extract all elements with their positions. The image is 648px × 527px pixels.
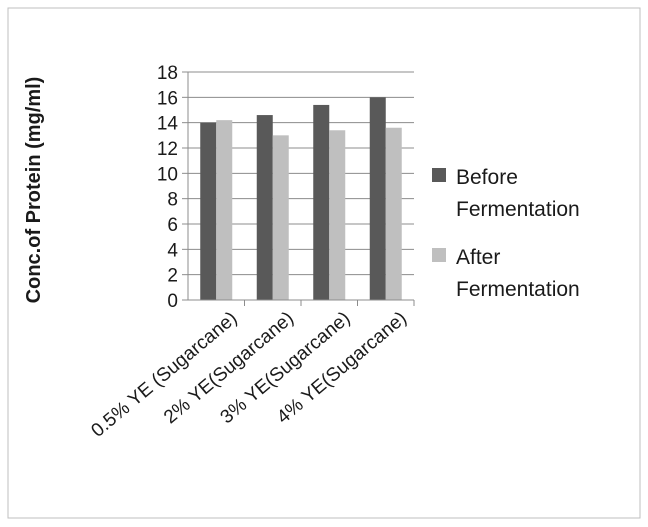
bar <box>313 105 329 300</box>
y-tick-label: 16 <box>157 88 178 109</box>
y-tick-label: 4 <box>167 240 178 261</box>
y-tick-label: 12 <box>157 139 178 160</box>
bar <box>216 120 232 300</box>
bar <box>386 128 402 300</box>
bar <box>200 123 216 300</box>
legend-label: Before <box>456 166 518 189</box>
bar <box>257 115 273 300</box>
bar <box>273 135 289 300</box>
y-tick-label: 2 <box>167 266 178 287</box>
y-tick-label: 8 <box>167 190 178 211</box>
y-tick-label: 0 <box>167 291 178 312</box>
y-tick-label: 18 <box>157 63 178 84</box>
bar <box>370 97 386 300</box>
legend-label: After <box>456 246 500 269</box>
legend-swatch <box>432 168 446 182</box>
legend-label: Fermentation <box>456 198 580 221</box>
legend-label: Fermentation <box>456 278 580 301</box>
legend-swatch <box>432 248 446 262</box>
y-tick-label: 14 <box>157 114 179 135</box>
y-tick-label: 10 <box>157 164 178 185</box>
y-axis-title: Conc.of Protein (mg/ml) <box>23 77 45 304</box>
y-tick-label: 6 <box>167 215 178 236</box>
bar <box>329 130 345 300</box>
